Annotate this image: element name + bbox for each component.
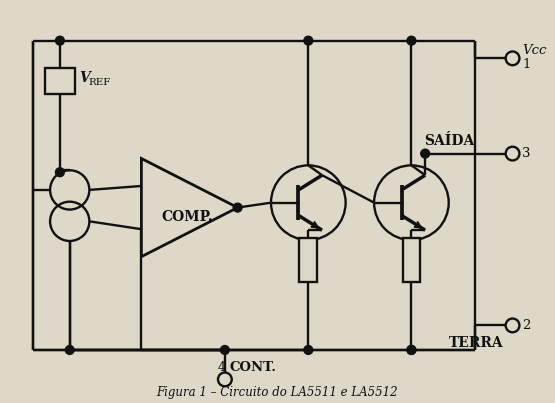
Circle shape: [271, 165, 346, 240]
Circle shape: [506, 318, 519, 332]
Circle shape: [50, 170, 89, 210]
Bar: [45, 68, 74, 93]
Circle shape: [374, 165, 449, 240]
Text: Vcc: Vcc: [522, 44, 547, 57]
Text: TERRA: TERRA: [449, 336, 503, 350]
Circle shape: [506, 147, 519, 160]
Text: 1: 1: [522, 58, 531, 71]
Text: 4: 4: [218, 361, 226, 374]
Circle shape: [50, 202, 89, 241]
Text: SAÍDA: SAÍDA: [424, 134, 475, 148]
Text: REF: REF: [88, 78, 111, 87]
Circle shape: [304, 345, 312, 354]
Circle shape: [421, 149, 430, 158]
Circle shape: [56, 168, 64, 177]
Text: 3: 3: [522, 147, 531, 160]
Text: COMP.: COMP.: [161, 210, 213, 224]
Circle shape: [218, 372, 232, 386]
Circle shape: [407, 36, 416, 45]
Text: 2: 2: [522, 319, 531, 332]
Circle shape: [304, 36, 312, 45]
Text: V: V: [79, 71, 90, 85]
Polygon shape: [142, 158, 238, 257]
Circle shape: [233, 203, 242, 212]
Bar: [300, 238, 317, 282]
Circle shape: [65, 345, 74, 354]
Text: Figura 1 – Circuito do LA5511 e LA5512: Figura 1 – Circuito do LA5511 e LA5512: [156, 386, 398, 399]
Circle shape: [506, 52, 519, 65]
Bar: [402, 238, 420, 282]
Circle shape: [220, 345, 229, 354]
Text: CONT.: CONT.: [230, 361, 277, 374]
Circle shape: [407, 345, 416, 354]
Circle shape: [56, 36, 64, 45]
Circle shape: [407, 345, 416, 354]
